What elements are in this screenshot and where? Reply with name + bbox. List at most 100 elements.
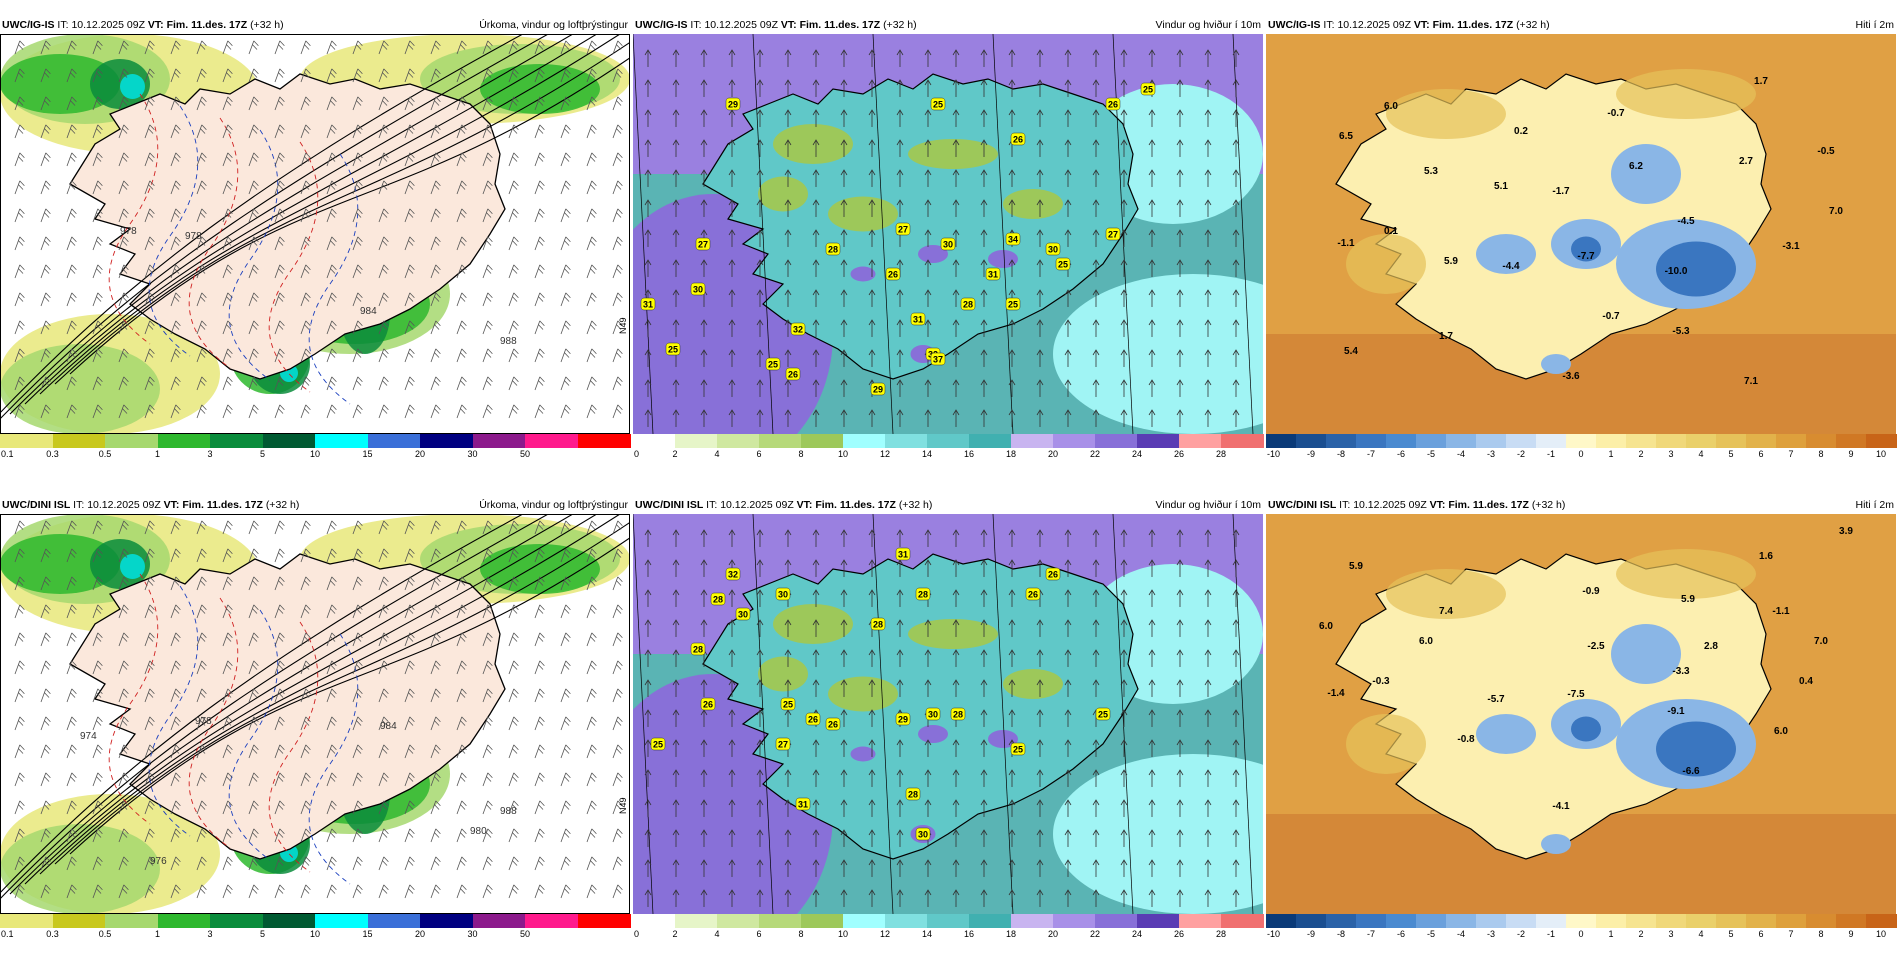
colorbar: [1266, 434, 1897, 448]
it-label: IT:: [57, 19, 69, 31]
it-label: IT:: [706, 499, 718, 511]
temp-label: -3.3: [1672, 666, 1690, 677]
colorbar-swatch: [1386, 434, 1417, 448]
gust-value: 30: [943, 240, 953, 250]
temp-label: -1.4: [1327, 688, 1345, 699]
gust-value: 34: [1008, 235, 1018, 245]
colorbar-swatch: [927, 434, 970, 448]
colorbar-swatch: [420, 434, 473, 448]
colorbar-label: 14: [921, 449, 933, 459]
colorbar-swatch: [1656, 434, 1687, 448]
gust-label: 29: [870, 382, 886, 396]
map-area: 32 28 30 30 31 28 26 26 28 28 26 25 26 29 30 28 27 25 25 31…: [633, 514, 1263, 914]
map-canvas: 6.0 6.5 5.3 0.2 -0.7 1.7 -0.5 2.7 6.2 5.1 -1.7 -4.5…: [1266, 34, 1896, 434]
colorbar-swatch: [675, 914, 718, 928]
panel-title: Úrkoma, vindur og loftþrýstingur: [479, 19, 628, 31]
temp-label: 7.0: [1814, 636, 1828, 647]
gust-value: 26: [808, 715, 818, 725]
temp-label: -6.6: [1682, 766, 1700, 777]
temp-label: 5.3: [1424, 166, 1438, 177]
panel-title: Hiti í 2m: [1855, 499, 1894, 511]
colorbar-label: -7: [1366, 929, 1376, 939]
colorbar-swatch: [1836, 434, 1867, 448]
temp-label: 7.0: [1829, 206, 1843, 217]
gust-label: 26: [1045, 567, 1061, 581]
isobar-label: 984: [360, 306, 377, 317]
panel-wind-igis: UWC/IG-IS IT: 10.12.2025 09Z VT: Fim. 11…: [633, 18, 1264, 478]
colorbar-label: 0.5: [98, 449, 112, 459]
colorbar-swatch: [1137, 434, 1180, 448]
gust-value: 25: [1098, 710, 1108, 720]
colorbar-labels: 0 2 4 6 8 10 12 14 16 18 20 22 24 26 28: [633, 928, 1263, 940]
gust-label: 32: [725, 567, 741, 581]
lead-time: (+32 h): [265, 499, 300, 511]
lead-time: (+32 h): [1516, 19, 1550, 31]
colorbar-label: 6: [756, 449, 762, 459]
colorbar-label: -5: [1426, 929, 1436, 939]
colorbar-label: 20: [1047, 449, 1059, 459]
colorbar-label: 9: [1848, 449, 1854, 459]
isobar-label: 976: [150, 856, 167, 867]
colorbar-swatch: [1416, 434, 1447, 448]
colorbar-swatch: [0, 914, 53, 928]
gust-value: 25: [768, 360, 778, 370]
temp-label: -7.7: [1577, 251, 1595, 262]
colorbar-swatch: [367, 914, 421, 928]
gust-label: 30: [940, 237, 956, 251]
colorbar-swatch: [1053, 914, 1096, 928]
colorbar-swatch: [885, 914, 928, 928]
gust-value: 31: [898, 550, 908, 560]
colorbar-swatch: [717, 914, 760, 928]
colorbar-swatch: [1446, 434, 1477, 448]
colorbar: [0, 434, 631, 448]
colorbar-label: 7: [1788, 449, 1794, 459]
lead-time: (+32 h): [250, 19, 284, 31]
colorbar-swatch: [1746, 914, 1777, 928]
colorbar-label: -2: [1516, 449, 1526, 459]
gust-value: 26: [703, 700, 713, 710]
colorbar-swatch: [1446, 914, 1477, 928]
gust-value: 25: [1143, 85, 1153, 95]
lead-time: (+32 h): [1531, 499, 1566, 511]
temp-label: -0.7: [1607, 108, 1625, 119]
colorbar-swatch: [1716, 914, 1747, 928]
colorbar-label: 0.3: [46, 929, 59, 939]
colorbar-label: -3: [1486, 449, 1496, 459]
colorbar-label: 18: [1005, 929, 1017, 939]
colorbar-swatch: [1326, 434, 1357, 448]
colorbar-label: 1: [1608, 929, 1614, 939]
colorbar-label: 1: [154, 449, 161, 459]
gust-value: 26: [888, 270, 898, 280]
gust-label: 27: [775, 737, 791, 751]
gust-label: 30: [915, 827, 931, 841]
colorbar-swatch: [1011, 434, 1054, 448]
colorbar-label: -10: [1267, 929, 1281, 939]
colorbar-label: 3: [1668, 449, 1674, 459]
colorbar-label: 24: [1131, 449, 1143, 459]
colorbar-label: 50: [519, 929, 531, 939]
colorbar-label: 12: [879, 929, 891, 939]
panel-precip-igis: UWC/IG-IS IT: 10.12.2025 09Z VT: Fim. 11…: [0, 18, 631, 478]
temp-label: -9.1: [1667, 706, 1685, 717]
colorbar-swatch: [1137, 914, 1180, 928]
colorbar-label: -9: [1306, 929, 1316, 939]
temp-label: 0.2: [1514, 126, 1528, 137]
colorbar-label: -8: [1336, 449, 1346, 459]
colorbar-swatch: [969, 434, 1012, 448]
colorbar-label: -5: [1426, 449, 1436, 459]
temp-label: -0.9: [1582, 586, 1600, 597]
valid-time: Fim. 11.des. 17Z: [1432, 19, 1514, 31]
gust-value: 28: [953, 710, 963, 720]
colorbar-label: 4: [1698, 449, 1704, 459]
colorbar-swatch: [1476, 434, 1507, 448]
colorbar-label: 15: [362, 449, 373, 459]
colorbar-swatch: [1476, 914, 1507, 928]
isobar-label: 988: [500, 336, 517, 347]
colorbar-swatch: [1866, 914, 1897, 928]
temp-label: -4.1: [1552, 801, 1570, 812]
colorbar-label: 8: [798, 449, 804, 459]
model-name: UWC/DINI ISL: [1268, 499, 1337, 511]
temp-label: -1.7: [1552, 186, 1570, 197]
colorbar-swatch: [843, 914, 886, 928]
colorbar-swatch: [1221, 914, 1264, 928]
